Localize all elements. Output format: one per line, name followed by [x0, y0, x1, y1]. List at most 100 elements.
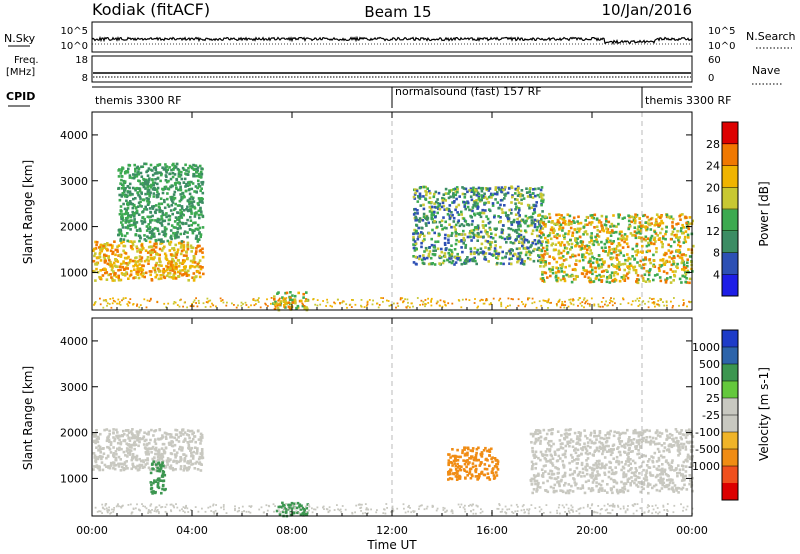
range-gate-cell [531, 212, 535, 215]
range-gate-cell [276, 302, 279, 305]
range-gate-cell [648, 258, 652, 261]
range-gate-cell [187, 224, 191, 227]
range-gate-cell [516, 260, 519, 264]
range-gate-cell [682, 263, 686, 267]
range-gate-cell [540, 257, 543, 260]
range-gate-cell [603, 261, 606, 264]
range-gate-cell [572, 216, 576, 220]
range-gate-cell [273, 302, 275, 305]
range-gate-cell [275, 302, 278, 305]
range-gate-cell [617, 237, 620, 241]
range-gate-cell [421, 219, 425, 222]
range-gate-cell [137, 187, 141, 190]
range-gate-cell [583, 256, 587, 259]
range-gate-cell [180, 446, 184, 449]
range-gate-cell [453, 462, 456, 465]
range-gate-cell [442, 193, 446, 196]
range-gate-cell [624, 473, 628, 476]
range-gate-cell [556, 430, 560, 433]
range-gate-cell [518, 254, 522, 258]
range-gate-cell [635, 231, 638, 235]
range-gate-cell [598, 440, 601, 444]
range-gate-cell [483, 467, 487, 471]
range-gate-cell [633, 230, 637, 233]
range-gate-cell [548, 443, 551, 447]
range-gate-cell [126, 224, 130, 228]
range-gate-cell [190, 454, 193, 458]
range-gate-cell [476, 224, 480, 227]
range-gate-cell [642, 460, 645, 464]
range-gate-cell [479, 247, 483, 250]
range-gate-cell [159, 453, 162, 457]
range-gate-cell [663, 446, 667, 449]
range-gate-cell [108, 258, 111, 262]
range-gate-cell [116, 447, 119, 451]
range-gate-cell [438, 262, 441, 265]
range-gate-cell [456, 459, 460, 462]
range-gate-cell [105, 271, 109, 274]
range-gate-cell [173, 254, 176, 257]
range-gate-cell [507, 227, 510, 230]
range-gate-cell [464, 201, 468, 205]
range-gate-cell [553, 483, 557, 487]
range-gate-cell [201, 255, 205, 259]
range-gate-cell [157, 438, 161, 441]
range-gate-cell [325, 305, 327, 307]
range-gate-cell [624, 274, 628, 278]
range-gate-cell [544, 236, 547, 240]
range-gate-cell [608, 448, 611, 452]
range-gate-cell [673, 297, 675, 299]
range-gate-cell [291, 298, 294, 302]
range-gate-cell [559, 226, 562, 230]
range-gate-cell [137, 276, 141, 280]
range-gate-cell [168, 249, 172, 252]
range-gate-cell [186, 199, 190, 202]
range-gate-cell [558, 234, 561, 238]
range-gate-cell [636, 475, 640, 479]
range-gate-cell [194, 221, 197, 224]
range-gate-cell [603, 473, 607, 476]
range-gate-cell [177, 188, 180, 192]
range-gate-cell [606, 230, 609, 234]
range-gate-cell [537, 246, 540, 250]
range-gate-cell [299, 513, 303, 516]
range-gate-cell [637, 434, 641, 437]
range-gate-cell [142, 198, 146, 202]
range-gate-cell [425, 217, 428, 220]
range-gate-cell [158, 468, 161, 471]
range-gate-cell [151, 178, 154, 182]
range-gate-cell [161, 442, 165, 446]
range-gate-cell [180, 210, 183, 214]
range-gate-cell [589, 265, 592, 268]
range-gate-cell [171, 163, 174, 167]
range-gate-cell [172, 247, 176, 250]
range-gate-cell [609, 448, 613, 451]
range-gate-cell [153, 256, 156, 259]
range-gate-cell [197, 182, 200, 186]
range-gate-cell [120, 175, 124, 178]
range-gate-cell [145, 432, 149, 436]
range-gate-cell [577, 230, 581, 233]
range-gate-cell [198, 172, 201, 176]
range-gate-cell [154, 275, 157, 279]
range-gate-cell [649, 474, 653, 477]
range-gate-cell [517, 228, 520, 231]
range-gate-cell [652, 484, 656, 488]
range-gate-cell [565, 247, 569, 250]
range-gate-cell [510, 248, 513, 251]
range-gate-cell [483, 463, 487, 466]
range-gate-cell [517, 187, 520, 190]
range-gate-cell [560, 256, 563, 260]
range-gate-cell [612, 224, 616, 228]
range-gate-cell [454, 242, 458, 246]
range-gate-cell [597, 254, 601, 257]
range-gate-cell [529, 187, 532, 190]
range-gate-cell [148, 177, 151, 180]
range-gate-cell [638, 465, 641, 469]
range-gate-cell [638, 303, 641, 306]
range-gate-cell [130, 240, 133, 243]
range-gate-cell [630, 439, 633, 442]
range-gate-cell [143, 465, 146, 469]
range-gate-cell [560, 267, 563, 270]
range-gate-cell [440, 205, 444, 209]
